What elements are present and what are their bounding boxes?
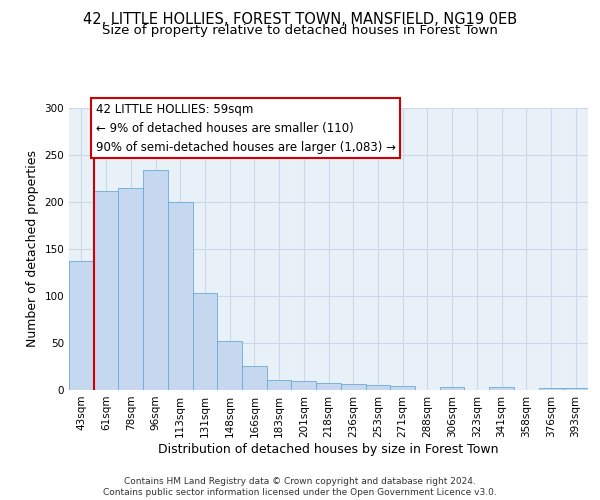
Text: 42 LITTLE HOLLIES: 59sqm
← 9% of detached houses are smaller (110)
90% of semi-d: 42 LITTLE HOLLIES: 59sqm ← 9% of detache… [95, 102, 395, 154]
Bar [69, 261, 94, 390]
X-axis label: Distribution of detached houses by size in Forest Town: Distribution of detached houses by size … [158, 442, 499, 456]
Bar [118, 188, 143, 390]
Bar [94, 192, 118, 390]
Bar [193, 293, 217, 390]
Bar [390, 386, 415, 390]
Bar [316, 384, 341, 390]
Bar [489, 387, 514, 390]
Bar [292, 380, 316, 390]
Bar [539, 388, 563, 390]
Bar [365, 386, 390, 390]
Bar [168, 202, 193, 390]
Bar [217, 341, 242, 390]
Y-axis label: Number of detached properties: Number of detached properties [26, 150, 39, 348]
Bar [440, 387, 464, 390]
Text: Size of property relative to detached houses in Forest Town: Size of property relative to detached ho… [102, 24, 498, 37]
Bar [242, 366, 267, 390]
Bar [563, 388, 588, 390]
Text: Contains HM Land Registry data © Crown copyright and database right 2024.
Contai: Contains HM Land Registry data © Crown c… [103, 478, 497, 497]
Bar [143, 170, 168, 390]
Bar [341, 384, 365, 390]
Text: 42, LITTLE HOLLIES, FOREST TOWN, MANSFIELD, NG19 0EB: 42, LITTLE HOLLIES, FOREST TOWN, MANSFIE… [83, 12, 517, 28]
Bar [267, 380, 292, 390]
